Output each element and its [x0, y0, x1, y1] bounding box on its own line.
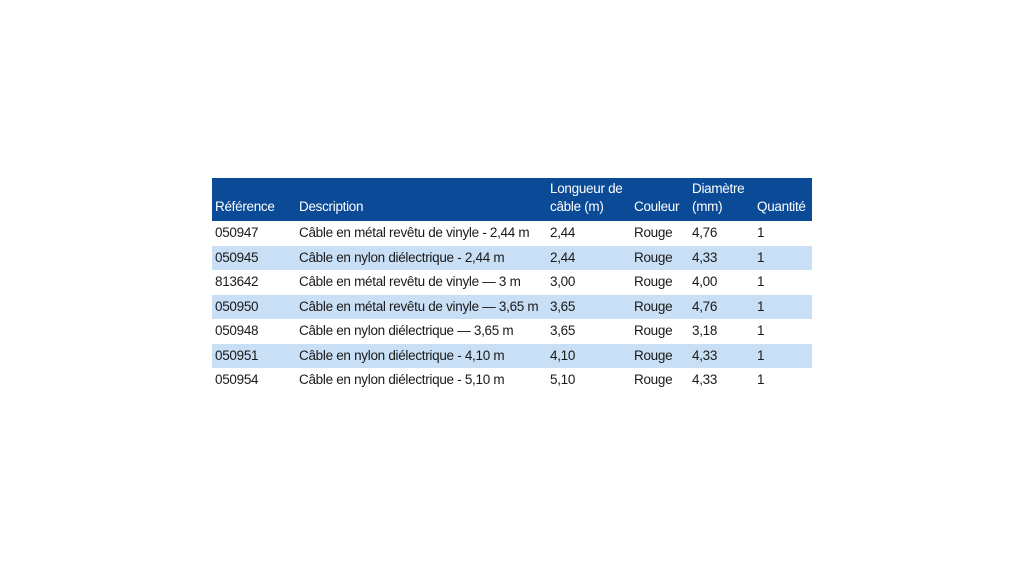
header-diameter-line2: (mm): [692, 199, 723, 214]
cell-reference: 050948: [212, 319, 296, 344]
table-row: 050948 Câble en nylon diélectrique — 3,6…: [212, 319, 812, 344]
cell-diameter: 4,00: [689, 270, 754, 295]
cell-diameter: 4,33: [689, 343, 754, 368]
cell-quantity: 1: [754, 294, 812, 319]
header-color: Couleur: [631, 178, 689, 221]
cell-reference: 050947: [212, 221, 296, 246]
cell-quantity: 1: [754, 368, 812, 393]
table-row: 050951 Câble en nylon diélectrique - 4,1…: [212, 343, 812, 368]
cell-color: Rouge: [631, 319, 689, 344]
header-cable-length-line1: Longueur de: [550, 181, 623, 196]
table-row: 050945 Câble en nylon diélectrique - 2,4…: [212, 245, 812, 270]
cell-description: Câble en métal revêtu de vinyle — 3 m: [296, 270, 547, 295]
cell-diameter: 4,76: [689, 221, 754, 246]
cell-color: Rouge: [631, 294, 689, 319]
cell-length: 5,10: [547, 368, 631, 393]
cell-description: Câble en nylon diélectrique - 2,44 m: [296, 245, 547, 270]
cell-quantity: 1: [754, 319, 812, 344]
cell-diameter: 4,76: [689, 294, 754, 319]
cell-length: 2,44: [547, 245, 631, 270]
cell-quantity: 1: [754, 343, 812, 368]
cell-description: Câble en métal revêtu de vinyle - 2,44 m: [296, 221, 547, 246]
cable-spec-table: Référence Description Longueur de câble …: [212, 178, 812, 393]
cell-description: Câble en nylon diélectrique — 3,65 m: [296, 319, 547, 344]
cell-description: Câble en nylon diélectrique - 4,10 m: [296, 343, 547, 368]
table-header-row: Référence Description Longueur de câble …: [212, 178, 812, 221]
header-diameter: Diamètre (mm): [689, 178, 754, 221]
header-cable-length: Longueur de câble (m): [547, 178, 631, 221]
cell-color: Rouge: [631, 221, 689, 246]
cell-length: 2,44: [547, 221, 631, 246]
header-reference: Référence: [212, 178, 296, 221]
header-quantity: Quantité: [754, 178, 812, 221]
header-cable-length-line2: câble (m): [550, 199, 604, 214]
table-row: 050947 Câble en métal revêtu de vinyle -…: [212, 221, 812, 246]
header-description: Description: [296, 178, 547, 221]
table-row: 050954 Câble en nylon diélectrique - 5,1…: [212, 368, 812, 393]
cell-reference: 050951: [212, 343, 296, 368]
cell-color: Rouge: [631, 368, 689, 393]
cell-reference: 050954: [212, 368, 296, 393]
table-row: 050950 Câble en métal revêtu de vinyle —…: [212, 294, 812, 319]
cell-color: Rouge: [631, 343, 689, 368]
cell-reference: 050950: [212, 294, 296, 319]
table-row: 813642 Câble en métal revêtu de vinyle —…: [212, 270, 812, 295]
header-diameter-line1: Diamètre: [692, 181, 745, 196]
cell-diameter: 3,18: [689, 319, 754, 344]
cell-quantity: 1: [754, 221, 812, 246]
cell-color: Rouge: [631, 245, 689, 270]
cell-quantity: 1: [754, 245, 812, 270]
cell-color: Rouge: [631, 270, 689, 295]
cell-reference: 813642: [212, 270, 296, 295]
cell-diameter: 4,33: [689, 368, 754, 393]
cell-quantity: 1: [754, 270, 812, 295]
cell-description: Câble en métal revêtu de vinyle — 3,65 m: [296, 294, 547, 319]
cell-diameter: 4,33: [689, 245, 754, 270]
cell-length: 3,65: [547, 319, 631, 344]
cell-length: 3,00: [547, 270, 631, 295]
cell-length: 4,10: [547, 343, 631, 368]
cell-length: 3,65: [547, 294, 631, 319]
cell-reference: 050945: [212, 245, 296, 270]
cell-description: Câble en nylon diélectrique - 5,10 m: [296, 368, 547, 393]
